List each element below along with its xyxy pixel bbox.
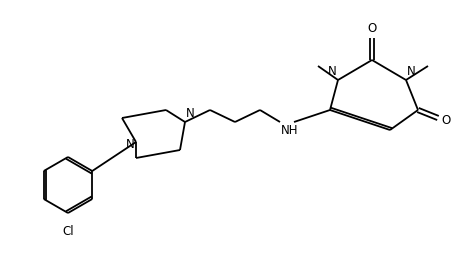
Text: Cl: Cl [62, 225, 74, 238]
Text: O: O [441, 114, 450, 126]
Text: NH: NH [281, 124, 298, 137]
Text: N: N [407, 65, 416, 78]
Text: N: N [186, 107, 195, 120]
Text: O: O [367, 22, 377, 35]
Text: N: N [126, 138, 135, 150]
Text: N: N [328, 65, 337, 78]
